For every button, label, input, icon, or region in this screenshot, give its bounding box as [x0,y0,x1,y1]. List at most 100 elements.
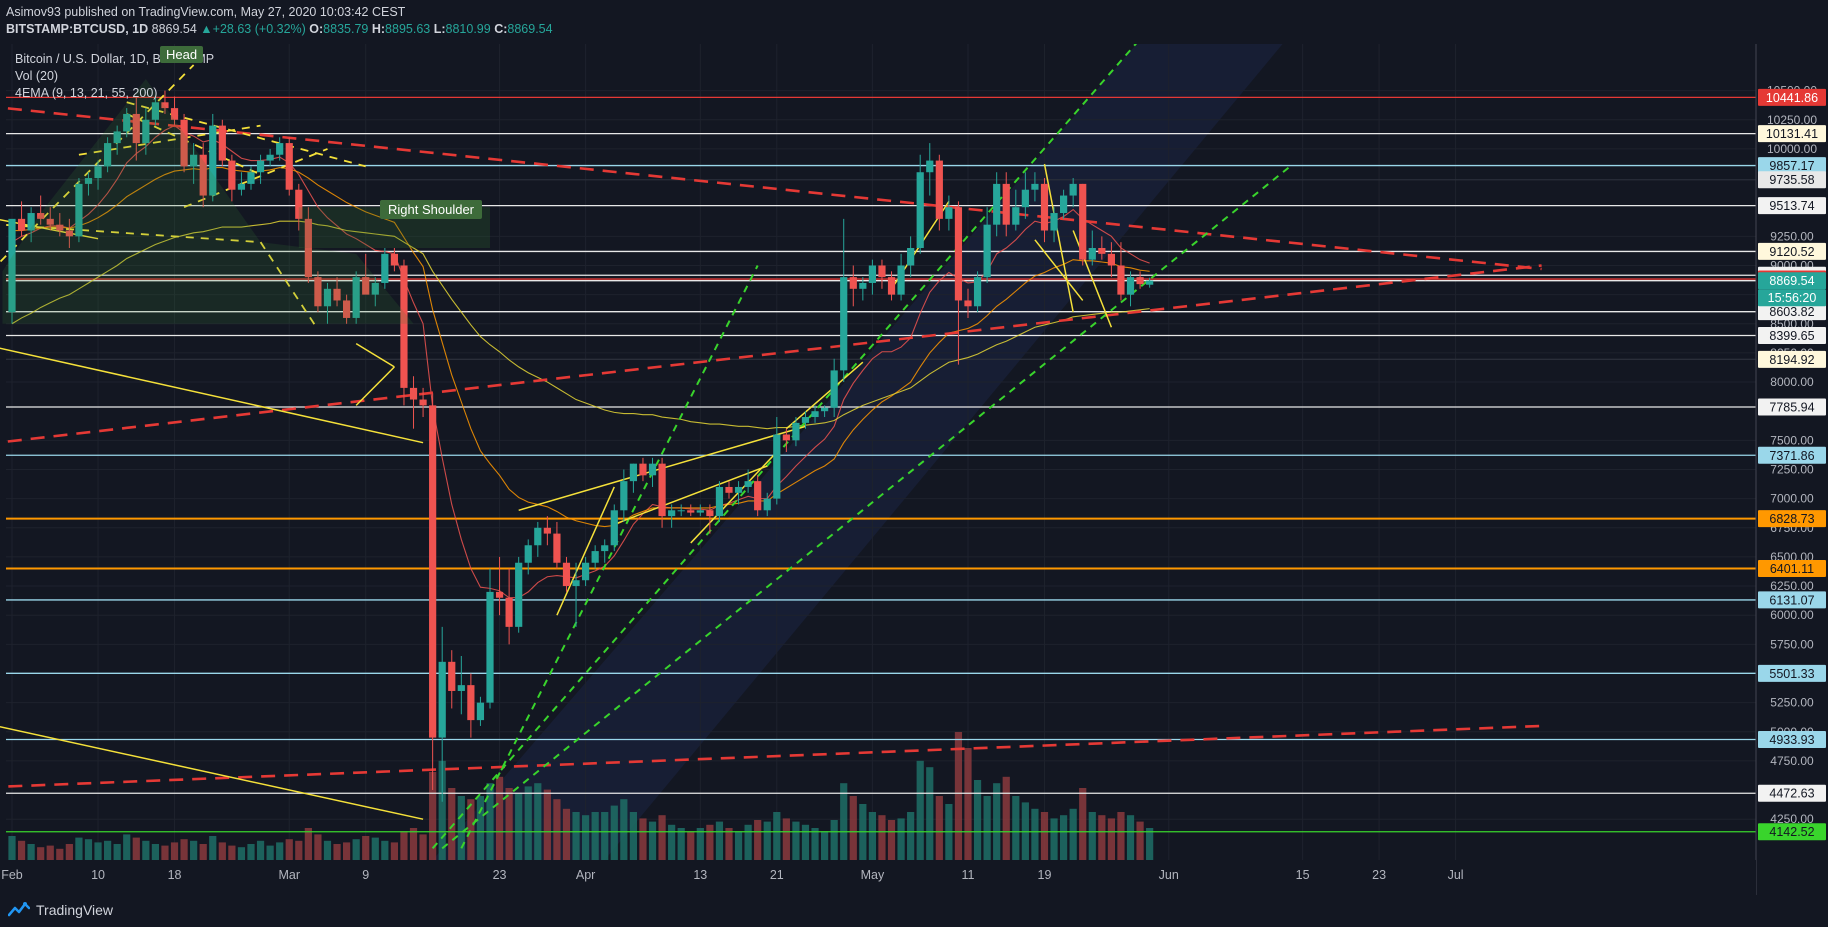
time-tick-label: 11 [962,868,975,882]
candle-body [495,591,504,598]
volume-bar [954,732,963,860]
volume-bar [696,828,704,860]
candle-body [954,207,963,301]
time-tick-label: 23 [1372,868,1386,882]
right-shoulder-annotation[interactable]: Right Shoulder [380,200,482,219]
volume-bar [400,831,408,860]
volume-bar [811,828,819,860]
level-label-box [1758,784,1826,802]
volume-bar [821,831,829,860]
candle-body [486,591,494,703]
volume-bar [1031,808,1039,860]
volume-bar [868,812,876,860]
volume-bar [27,844,35,860]
head-annotation[interactable]: Head [160,46,204,63]
candle-body [295,189,303,219]
price-chart[interactable]: 4250.004750.005000.005250.005750.006000.… [0,44,1828,895]
candle-body [572,580,580,587]
time-tick-label: 19 [1038,868,1052,882]
volume-bar [878,815,886,860]
level-label-box [1758,559,1826,577]
level-label-box [1758,303,1826,321]
volume-bar [381,840,389,860]
volume-bar [132,837,140,860]
level-label-box [1758,197,1826,215]
candle-body [8,218,16,313]
candle-body [476,702,485,721]
volume-bar [467,799,475,860]
volume-bar [304,828,312,860]
volume-bar [935,796,943,860]
volume-bar [228,845,236,860]
candle-body [381,253,389,283]
volume-bar [687,831,695,860]
volume-bar [562,808,571,860]
symbol-label[interactable]: BITSTAMP:BTCUSD, 1D [6,22,149,36]
candle-body [390,253,398,266]
time-axis[interactable] [0,860,1756,895]
yellow-trendline [690,451,778,544]
yellow-dashed-trendline [0,223,261,244]
green-dashed-trendline [431,44,1138,850]
volume-bar [897,818,905,860]
candle-body [352,277,360,318]
candle-body [1069,183,1077,196]
time-tick-label: 15 [1296,868,1310,882]
open-value: 8835.79 [323,22,369,36]
tradingview-icon [8,902,30,917]
volume-bar [256,840,265,860]
yellow-dashed-trendline [126,113,261,176]
volume-bar [390,842,398,860]
publish-info: Asimov93 published on TradingView.com, M… [6,5,405,19]
countdown-box [1758,289,1826,307]
volume-bar [973,780,982,860]
volume-bar [352,839,360,860]
candle-body [323,288,332,307]
volume-bar [142,840,150,860]
candle-body [1060,195,1068,214]
candle-body [840,277,848,371]
candle-body [94,166,102,179]
volume-bar [1040,812,1049,860]
price-change: +28.63 (+0.32%) [212,22,306,36]
legend-volume: Vol (20) [15,69,59,83]
candle-body [266,154,274,161]
candle-body [648,463,657,476]
volume-bar [247,844,255,860]
price-tick-label: 8000.00 [1770,375,1814,389]
candle-body [333,288,341,301]
trendlines[interactable] [0,44,1542,850]
volume-bar [505,788,513,860]
tradingview-logo[interactable]: TradingView [8,901,113,919]
high-label: H: [371,22,386,36]
volume-bar [1126,815,1135,860]
volume-bar [199,844,207,860]
volume-bar [1098,815,1106,860]
candle-body [601,545,609,552]
price-tick-label: 7000.00 [1770,492,1814,506]
candle-body [1146,280,1154,285]
candle-body [983,224,991,278]
volume-bar [65,844,73,860]
chart-area[interactable]: 4250.004750.005000.005250.005750.006000.… [0,44,1828,927]
volume-bar [84,839,93,860]
volume-bar [1050,818,1058,860]
candle-body [534,527,542,546]
candles [8,90,1154,802]
volume-bar [706,824,714,860]
volume-bar [620,799,628,860]
volume-bar [180,839,188,860]
level-label-box [1758,664,1826,682]
volume-bar [830,820,838,860]
candle-body [916,172,924,248]
candle-body [247,172,255,184]
volume-bar [801,824,810,860]
candle-body [457,685,465,691]
price-tick-label: 6250.00 [1770,579,1814,593]
candle-body [400,265,408,388]
level-label: 4472.63 [1769,787,1814,801]
candle-body [964,300,972,307]
volume-bar [190,840,198,860]
candle-body [46,218,54,225]
level-label: 6828.73 [1769,512,1814,526]
